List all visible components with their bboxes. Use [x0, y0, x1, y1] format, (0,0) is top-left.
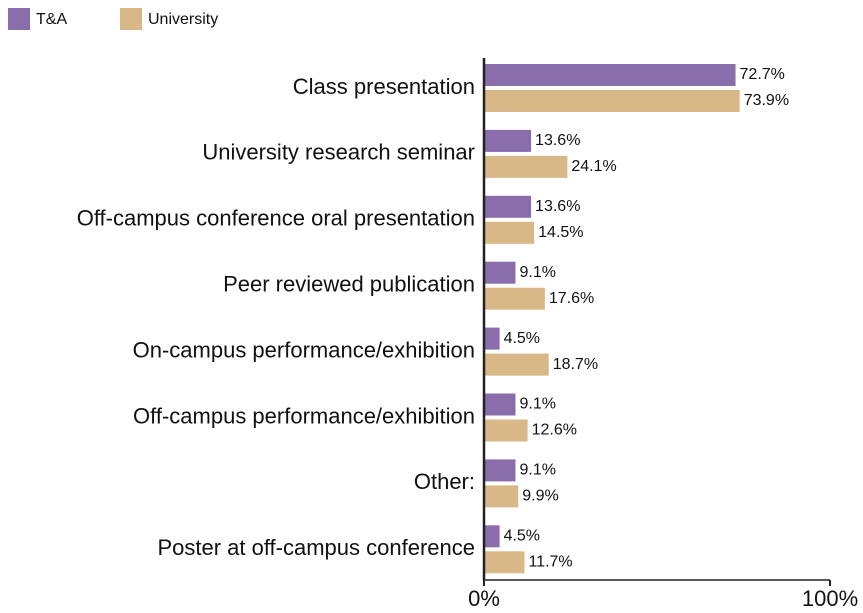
- category-label: Poster at off-campus conference: [157, 535, 475, 560]
- value-label: 73.9%: [744, 92, 789, 109]
- legend-label: University: [148, 11, 218, 28]
- category-label: Peer reviewed publication: [223, 272, 475, 297]
- value-label: 4.5%: [504, 528, 540, 545]
- value-label: 9.1%: [519, 462, 555, 479]
- bar: [484, 525, 500, 548]
- bar: [484, 261, 516, 284]
- category-label: Other:: [414, 469, 475, 494]
- value-label: 9.9%: [522, 488, 558, 505]
- category-label: Class presentation: [293, 74, 475, 99]
- value-label: 24.1%: [571, 158, 616, 175]
- bar: [484, 485, 519, 508]
- bar: [484, 353, 549, 376]
- bar: [484, 129, 532, 152]
- value-label: 13.6%: [535, 132, 580, 149]
- bar: [484, 221, 535, 244]
- value-label: 4.5%: [504, 330, 540, 347]
- category-label: Off-campus conference oral presentation: [77, 206, 475, 231]
- value-label: 14.5%: [538, 224, 583, 241]
- bar: [484, 287, 545, 310]
- value-label: 13.6%: [535, 198, 580, 215]
- bar: [484, 459, 516, 482]
- value-label: 9.1%: [519, 396, 555, 413]
- value-label: 17.6%: [549, 290, 594, 307]
- x-tick-label: 100%: [802, 586, 858, 611]
- bar: [484, 90, 740, 112]
- category-label: On-campus performance/exhibition: [133, 337, 475, 362]
- value-label: 9.1%: [519, 264, 555, 281]
- value-label: 72.7%: [740, 66, 785, 83]
- x-tick-label: 0%: [468, 586, 500, 611]
- category-label: Off-campus performance/exhibition: [133, 403, 475, 428]
- bar: [484, 155, 568, 178]
- value-label: 18.7%: [553, 356, 598, 373]
- bar: [484, 551, 525, 574]
- bar: [484, 419, 528, 442]
- bar: [484, 64, 736, 86]
- legend-swatch: [8, 8, 30, 30]
- value-label: 12.6%: [532, 422, 577, 439]
- bar: [484, 393, 516, 416]
- value-label: 11.7%: [528, 554, 572, 571]
- bar: [484, 195, 532, 218]
- bar: [484, 327, 500, 350]
- category-label: University research seminar: [202, 140, 475, 165]
- legend-label: T&A: [36, 11, 67, 28]
- legend-swatch: [120, 8, 142, 30]
